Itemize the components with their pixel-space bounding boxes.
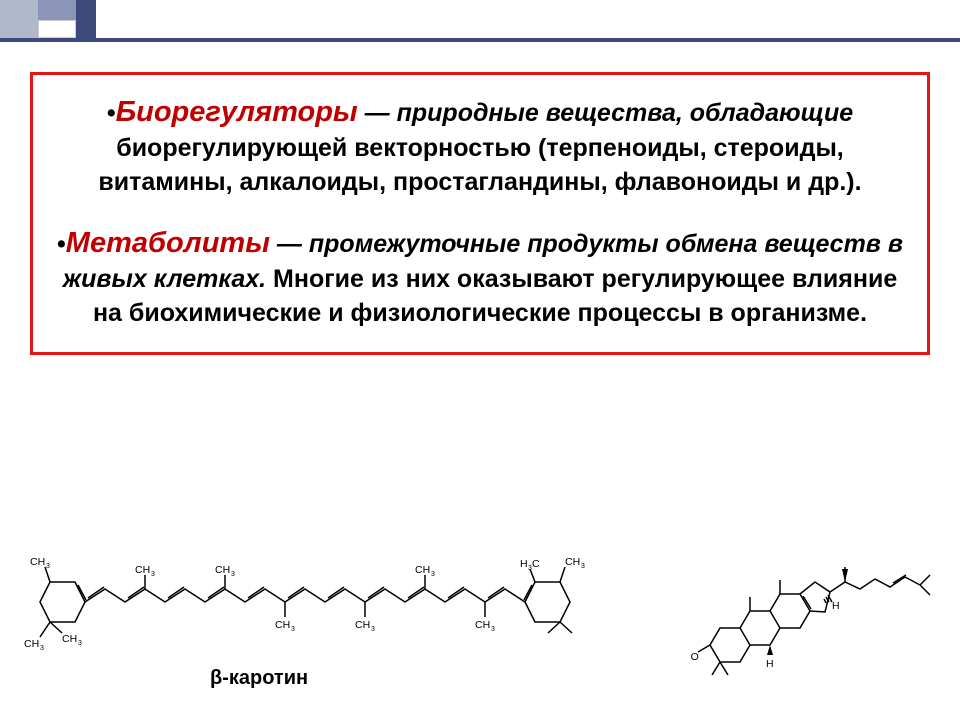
svg-text:3: 3 (231, 571, 235, 578)
svg-text:CH: CH (415, 564, 430, 576)
svg-text:3: 3 (78, 640, 82, 647)
svg-text:HO: HO (690, 651, 699, 663)
svg-text:C: C (532, 558, 540, 570)
svg-text:3: 3 (371, 626, 375, 633)
svg-text:3: 3 (581, 563, 585, 570)
slide-corner-decoration (0, 0, 150, 55)
svg-text:CH: CH (62, 633, 77, 645)
svg-text:3: 3 (40, 645, 44, 652)
svg-text:CH: CH (24, 638, 39, 650)
svg-text:CH: CH (215, 564, 230, 576)
svg-text:3: 3 (431, 571, 435, 578)
svg-text:CH: CH (30, 556, 45, 568)
definitions-box: •Биорегуляторы — природные вещества, обл… (30, 72, 930, 355)
term-metabolites: Метаболиты (66, 227, 270, 259)
svg-text:3: 3 (46, 563, 50, 570)
bioregulators-definition: •Биорегуляторы — природные вещества, обл… (53, 93, 907, 200)
svg-text:3: 3 (291, 626, 295, 633)
svg-text:3: 3 (151, 571, 155, 578)
svg-text:H: H (766, 658, 774, 670)
svg-text:CH: CH (565, 556, 580, 568)
svg-text:H: H (520, 558, 528, 570)
svg-text:3: 3 (491, 626, 495, 633)
svg-text:CH: CH (135, 564, 150, 576)
beta-carotene-structure: CH3 CH3 CH3 CH3 (20, 527, 640, 677)
metabolites-definition: •Метаболиты — промежуточные продукты обм… (53, 224, 907, 331)
svg-text:H: H (832, 600, 840, 612)
term-bioregulators: Биорегуляторы (116, 96, 358, 128)
beta-carotene-label: β-каротин (210, 667, 308, 690)
svg-text:CH: CH (275, 619, 290, 631)
molecular-structures: CH3 CH3 CH3 CH3 (0, 512, 960, 712)
svg-text:CH: CH (475, 619, 490, 631)
svg-text:CH: CH (355, 619, 370, 631)
sterol-structure: HO H H (690, 517, 940, 697)
